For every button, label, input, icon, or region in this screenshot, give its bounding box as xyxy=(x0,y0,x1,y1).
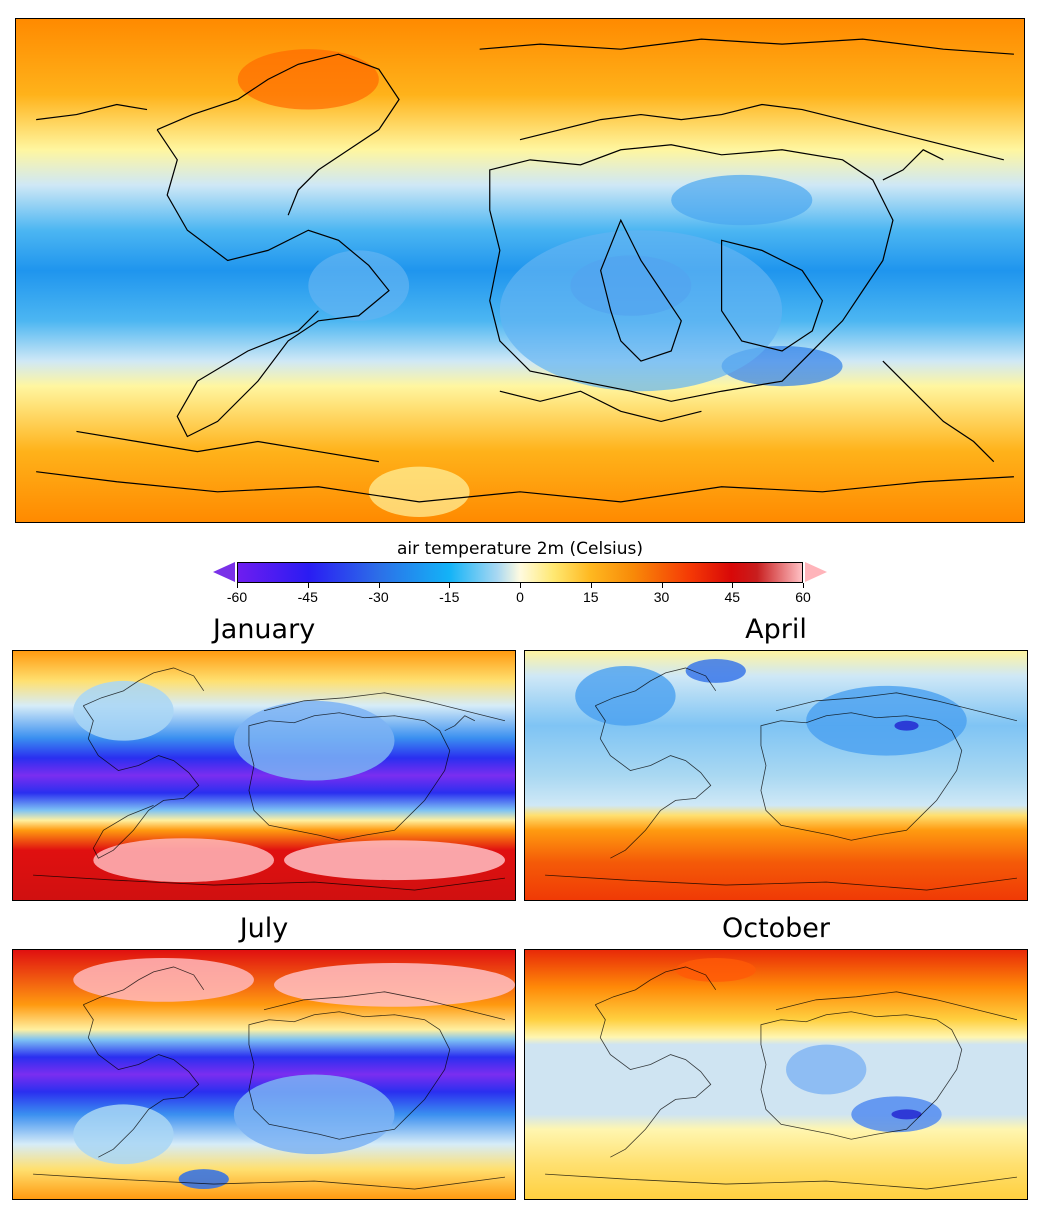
colorbar-tick-label: -30 xyxy=(368,589,389,605)
colorbar-tick-label: 30 xyxy=(653,589,670,605)
july-map xyxy=(12,949,516,1200)
coastlines xyxy=(36,38,1014,503)
temperature-colorbar: air temperature 2m (Celsius) -60 -45 -30 -1… xyxy=(200,535,840,610)
colorbar-tick xyxy=(237,583,238,588)
colorbar-tick-label: -60 xyxy=(226,589,248,605)
april-map xyxy=(524,650,1028,901)
colorbar-tick xyxy=(449,583,451,588)
colorbar-tick xyxy=(661,583,663,588)
colorbar-tick-label: 15 xyxy=(582,589,599,605)
colorbar-tick-label: -45 xyxy=(297,589,318,605)
colorbar-tick-label: 0 xyxy=(516,589,524,605)
colorbar-tick xyxy=(520,583,521,588)
panel-title-april: April xyxy=(745,614,807,645)
colorbar-tick xyxy=(590,583,592,588)
panel-title-january: January xyxy=(212,614,316,645)
colorbar-max-extend-arrow xyxy=(805,562,827,582)
land-temperature-anomalies xyxy=(237,49,843,517)
colorbar-tick xyxy=(732,583,734,588)
october-map xyxy=(524,949,1028,1200)
panel-title-july: July xyxy=(239,913,289,944)
colorbar-tick xyxy=(307,583,309,588)
annual-mean-map xyxy=(15,18,1025,523)
colorbar-tick-label: -15 xyxy=(439,589,460,605)
panel-title-october: October xyxy=(721,913,831,944)
january-map xyxy=(12,650,516,901)
colorbar-tick-label: 60 xyxy=(795,589,811,605)
colorbar-tick-label: 45 xyxy=(724,589,741,605)
colorbar-title: air temperature 2m (Celsius) xyxy=(396,539,644,559)
colorbar-gradient xyxy=(237,562,803,583)
colorbar-min-extend-arrow xyxy=(213,562,235,582)
colorbar-tick xyxy=(378,583,380,588)
colorbar-tick xyxy=(803,583,804,588)
